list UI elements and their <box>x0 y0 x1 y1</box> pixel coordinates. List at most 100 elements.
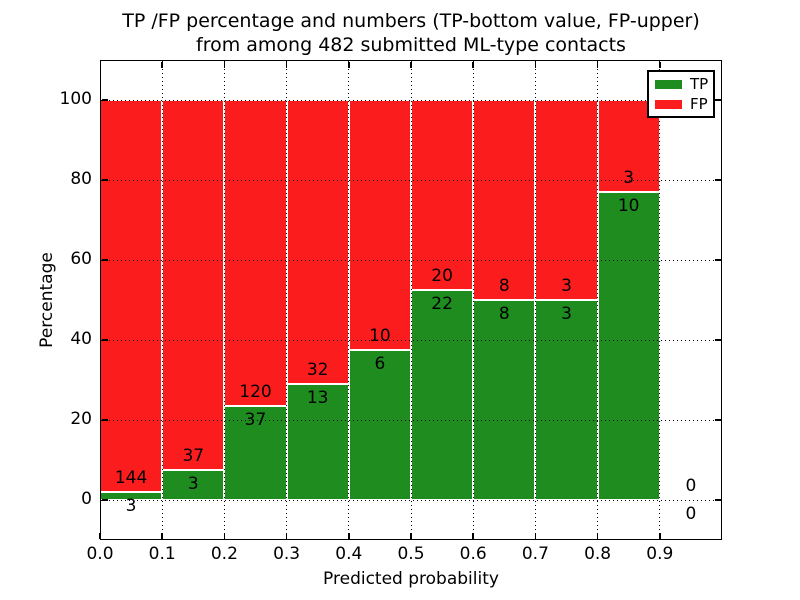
x-tick-top <box>348 61 350 68</box>
x-tick <box>285 532 288 539</box>
tp-count-label: 8 <box>498 304 510 324</box>
x-tick-top <box>223 61 226 68</box>
tp-count-label: 3 <box>187 474 199 494</box>
tp-count-label: 0 <box>685 504 697 524</box>
fp-count-label: 120 <box>239 381 272 402</box>
x-tick-label: 0.4 <box>335 544 363 564</box>
legend: TP FP <box>647 70 715 118</box>
fp-count-label: 8 <box>498 276 510 296</box>
x-tick-top <box>596 61 599 68</box>
chart-title-line2: from among 482 submitted ML-type contact… <box>196 34 626 56</box>
legend-label-fp: FP <box>690 95 708 113</box>
x-tick-label: 0.0 <box>86 544 114 564</box>
x-tick-label: 0.6 <box>459 544 487 564</box>
legend-item-fp: FP <box>655 95 708 113</box>
fp-count-label: 0 <box>685 476 697 496</box>
y-tick <box>101 259 108 261</box>
legend-item-tp: TP <box>655 75 709 93</box>
y-tick <box>101 339 108 341</box>
x-tick-label: 0.8 <box>584 544 612 564</box>
fp-count-label: 20 <box>431 266 453 287</box>
tp-bar-segment <box>224 405 287 500</box>
tp-count-label: 3 <box>125 495 137 516</box>
tp-bar-segment <box>411 290 474 500</box>
x-tick-top <box>285 61 288 68</box>
y-tick <box>101 499 108 501</box>
x-gridline <box>534 61 536 539</box>
x-tick-label: 0.3 <box>273 544 301 564</box>
fp-bar-segment <box>224 100 287 406</box>
y-tick-right <box>714 339 721 341</box>
tp-count-label: 22 <box>431 294 453 315</box>
x-tick-label: 0.7 <box>521 544 549 564</box>
x-tick-top <box>161 61 163 68</box>
x-gridline <box>286 61 288 539</box>
y-tick <box>101 99 108 101</box>
fp-bar-segment <box>473 100 536 300</box>
y-tick-label: 100 <box>59 89 92 109</box>
x-tick <box>472 532 474 539</box>
x-tick-label: 0.2 <box>210 544 238 564</box>
y-tick-label: 80 <box>70 169 92 189</box>
y-tick-right <box>714 259 721 261</box>
fp-count-label: 37 <box>182 446 205 466</box>
x-tick-top <box>659 61 661 68</box>
y-tick-label: 0 <box>81 489 92 509</box>
y-tick <box>101 419 108 421</box>
x-tick-label: 0.9 <box>646 544 674 564</box>
fp-bar-segment <box>348 100 411 350</box>
y-tick-label: 40 <box>70 329 92 349</box>
tp-bar-segment <box>535 300 598 500</box>
tp-count-label: 3 <box>561 304 572 324</box>
tp-bar-segment <box>348 350 411 500</box>
x-tick-top <box>472 61 474 68</box>
fp-bar-segment <box>286 100 349 385</box>
fp-bar-segment <box>162 100 225 470</box>
tp-bar-segment <box>286 384 349 500</box>
chart-title-line1: TP /FP percentage and numbers (TP-bottom… <box>122 10 700 32</box>
y-tick-right <box>714 99 721 101</box>
x-tick <box>596 532 599 539</box>
x-gridline <box>161 61 163 539</box>
x-tick <box>99 532 101 539</box>
x-axis-label: Predicted probability <box>323 569 499 589</box>
fp-bar-segment <box>411 100 474 291</box>
x-gridline <box>597 61 599 539</box>
x-tick-label: 0.5 <box>397 544 425 564</box>
fp-count-label: 3 <box>561 276 572 296</box>
tp-count-label: 37 <box>244 409 267 430</box>
y-tick <box>101 179 108 181</box>
x-tick-top <box>534 61 537 68</box>
y-tick-right <box>714 179 721 181</box>
x-gridline <box>348 61 350 539</box>
x-gridline <box>410 61 412 539</box>
x-tick-label: 0.1 <box>148 544 176 564</box>
tp-count-label: 13 <box>306 388 329 409</box>
tp-count-label: 10 <box>617 196 640 217</box>
x-tick-top <box>410 61 412 68</box>
legend-label-tp: TP <box>690 75 709 93</box>
fp-count-label: 32 <box>306 360 329 381</box>
fp-count-label: 3 <box>623 168 635 189</box>
legend-swatch-fp-icon <box>655 99 682 109</box>
x-gridline <box>223 61 225 539</box>
fp-count-label: 10 <box>369 326 391 346</box>
x-tick <box>410 532 412 539</box>
y-tick-right <box>714 499 721 501</box>
legend-swatch-tp-icon <box>655 79 682 89</box>
fp-bar-segment <box>597 100 660 193</box>
tp-bar-segment <box>162 470 225 500</box>
x-tick <box>161 532 163 539</box>
fp-bar-segment <box>100 100 163 492</box>
fp-bar-segment <box>535 100 598 300</box>
tp-count-label: 6 <box>374 354 386 374</box>
x-tick <box>534 532 537 539</box>
y-tick-label: 20 <box>70 409 92 429</box>
y-tick-right <box>714 419 721 421</box>
fp-count-label: 144 <box>114 467 148 488</box>
chart-title: TP /FP percentage and numbers (TP-bottom… <box>122 9 700 57</box>
x-tick <box>659 532 661 539</box>
x-tick <box>348 532 350 539</box>
